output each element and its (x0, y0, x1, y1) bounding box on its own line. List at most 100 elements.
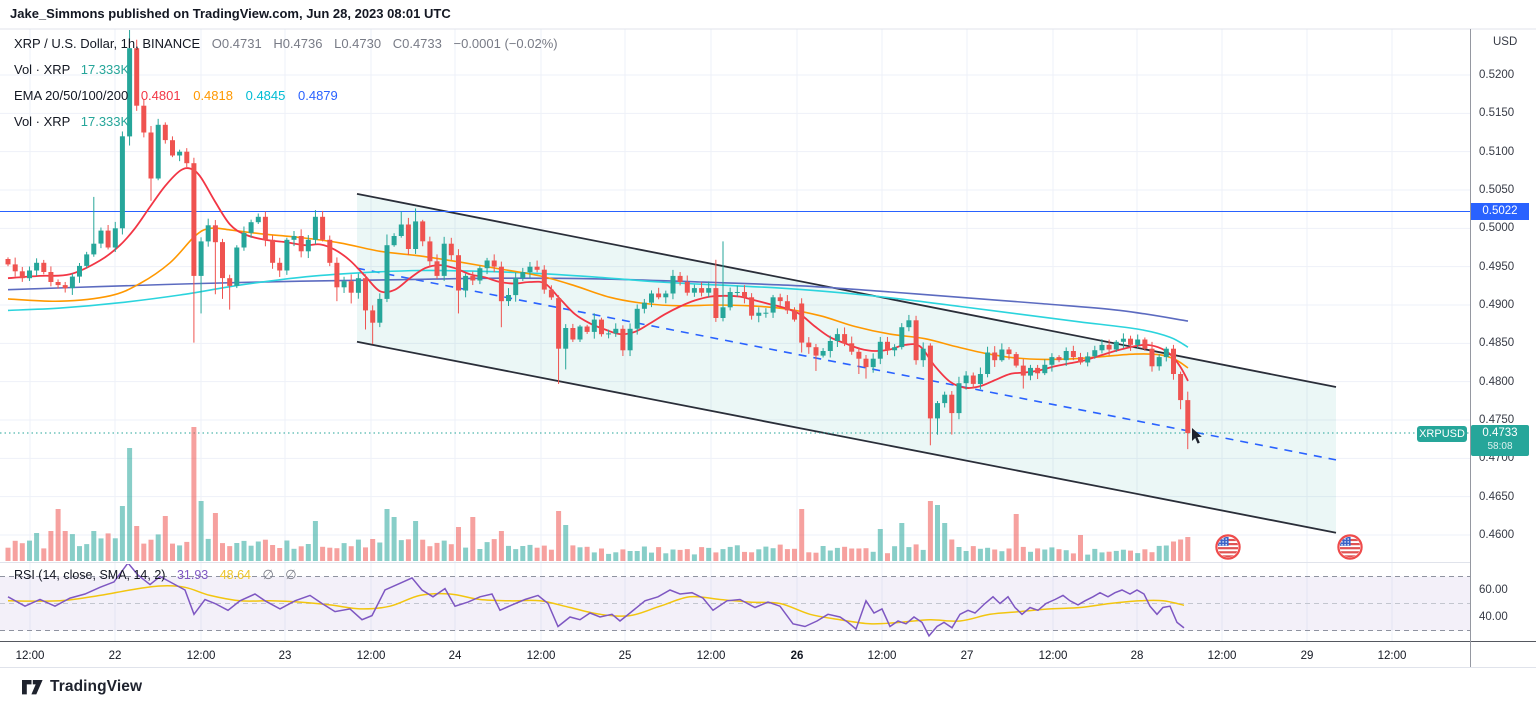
volume-bar (656, 547, 662, 561)
channel-median-line[interactable] (356, 267, 1337, 461)
candle-body (284, 239, 290, 271)
ema200-line (7, 277, 1189, 322)
time-tick-label: 24 (448, 650, 462, 662)
volume-bar (1063, 550, 1069, 561)
candle-body (977, 374, 983, 384)
volume-bar (834, 547, 840, 561)
volume-bar (298, 546, 304, 561)
time-tick-label: 28 (1130, 650, 1144, 662)
candle-body (1028, 367, 1033, 376)
candle-body (312, 216, 318, 240)
candle-body (291, 236, 297, 240)
volume-bar (370, 539, 376, 561)
volume-bar (384, 509, 390, 561)
volume-bar (663, 553, 669, 561)
time-tick-label: 12:00 (1038, 650, 1068, 662)
candle-body (1092, 350, 1098, 357)
price-tick-label: 0.4650 (1479, 490, 1515, 503)
volume-bar (262, 539, 268, 561)
volume-bar (162, 516, 168, 561)
time-tick-label: 12:00 (1377, 650, 1407, 662)
candle-body (463, 275, 469, 291)
volume-bar (627, 551, 633, 561)
volume-bar (1120, 549, 1126, 561)
candle-body (212, 225, 218, 243)
channel-bottom-line[interactable] (356, 340, 1337, 534)
candle-body (727, 292, 733, 308)
candle-body (935, 403, 940, 419)
candle-body (12, 264, 18, 272)
volume-bar (927, 501, 933, 561)
time-tick-label: 26 (790, 650, 804, 662)
candle-body (734, 292, 740, 293)
volume-bar (270, 545, 276, 561)
candle-body (427, 241, 433, 262)
volume-bar (699, 547, 705, 561)
volume-bar (591, 552, 597, 561)
volume-bar (456, 527, 461, 561)
volume-bar (649, 552, 654, 561)
candle-body (456, 255, 461, 291)
economic-event-flag-icon[interactable] (1215, 534, 1241, 560)
candle-body (184, 151, 190, 164)
volume-bar (763, 546, 769, 561)
candle-body (641, 302, 647, 309)
candle-body (241, 232, 247, 248)
candle-body (334, 262, 340, 288)
price-pane[interactable] (5, 27, 1191, 561)
candle-body (348, 281, 354, 293)
time-tick-label: 12:00 (1207, 650, 1237, 662)
volume-bar (1156, 545, 1162, 561)
time-tick-label: 12:00 (526, 650, 556, 662)
rsi-tick-label: 40.00 (1479, 611, 1508, 623)
volume-bar (234, 543, 240, 561)
volume-bar (634, 551, 640, 561)
candle-body (491, 260, 497, 267)
volume-bar (706, 547, 712, 561)
candle-body (870, 358, 876, 368)
candle-body (813, 347, 819, 356)
candle-body (1070, 351, 1076, 358)
candle-body (827, 341, 833, 351)
candle-body (41, 262, 47, 272)
volume-bar (842, 546, 848, 561)
candle-body (663, 293, 669, 298)
volume-bar (62, 531, 68, 561)
candle-body (842, 334, 848, 344)
time-tick-label: 12:00 (696, 650, 726, 662)
candle-body (885, 341, 890, 351)
volume-bar (77, 546, 82, 561)
candle-body (892, 347, 898, 351)
volume-bar (920, 549, 926, 561)
candle-body (863, 358, 869, 368)
time-tick-label: 23 (278, 650, 292, 662)
time-tick-label: 12:00 (186, 650, 216, 662)
price-tick-label: 0.4850 (1479, 337, 1515, 350)
volume-bar (1085, 554, 1091, 561)
price-level-tag: 0.5022 (1471, 202, 1529, 220)
volume-bar (448, 544, 454, 561)
volume-bar (606, 553, 612, 561)
candle-body (699, 288, 705, 293)
volume-bar (341, 543, 347, 561)
volume-bar (599, 548, 604, 561)
candle-body (691, 288, 697, 293)
volume-bar (613, 552, 619, 561)
economic-event-flag-icon[interactable] (1337, 534, 1363, 560)
rsi-line (7, 564, 1185, 638)
volume-bar (892, 546, 898, 561)
last-price-value: 0.4733 (1482, 427, 1518, 440)
volume-bar (284, 540, 290, 561)
volume-bar (1135, 553, 1141, 561)
candle-body (756, 312, 762, 316)
volume-bar (241, 540, 247, 561)
candle-body (527, 266, 533, 273)
volume-bar (992, 549, 998, 561)
candle-body (513, 278, 519, 296)
candle-body (234, 247, 240, 286)
rsi-pane[interactable] (7, 563, 1185, 638)
candle-body (963, 375, 969, 384)
candle-body (970, 375, 976, 384)
candle-body (927, 345, 933, 419)
